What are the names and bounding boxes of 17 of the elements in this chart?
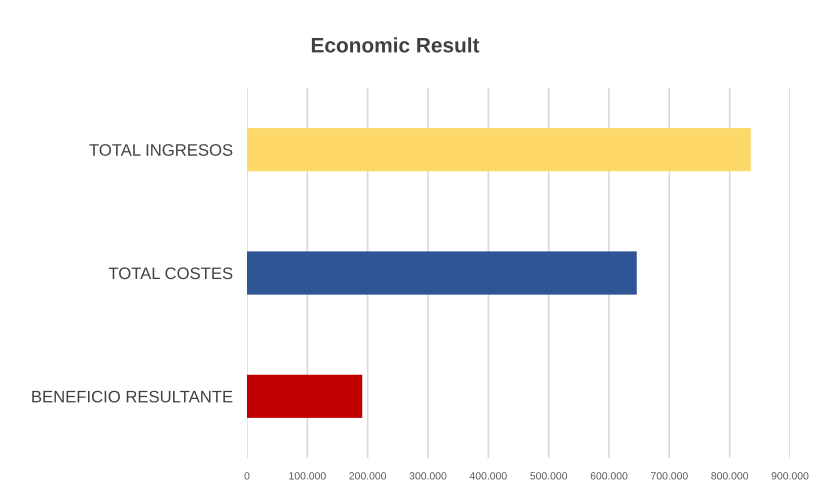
x-tick-label: 300.000 [410,472,446,480]
x-tick-label: 0 [244,472,250,480]
x-tick-label: 100.000 [289,472,326,480]
y-tick-label: TOTAL COSTES [108,267,232,280]
y-tick-label: TOTAL INGRESOS [89,144,232,156]
bar [247,128,751,172]
x-tick-label: 500.000 [530,472,568,480]
x-tick-label: 900.000 [772,472,808,480]
chart-title: Economic Result [312,37,480,53]
x-tick-label: 400.000 [470,472,507,480]
x-tick-label: 700.000 [651,472,688,480]
x-tick-label: 800.000 [711,472,748,480]
x-tick-label: 600.000 [590,472,628,480]
x-tick-label: 200.000 [349,472,386,480]
bar [247,374,362,418]
y-tick-label: BENEFICIO RESULTANTE [32,390,232,403]
bar [247,251,637,295]
